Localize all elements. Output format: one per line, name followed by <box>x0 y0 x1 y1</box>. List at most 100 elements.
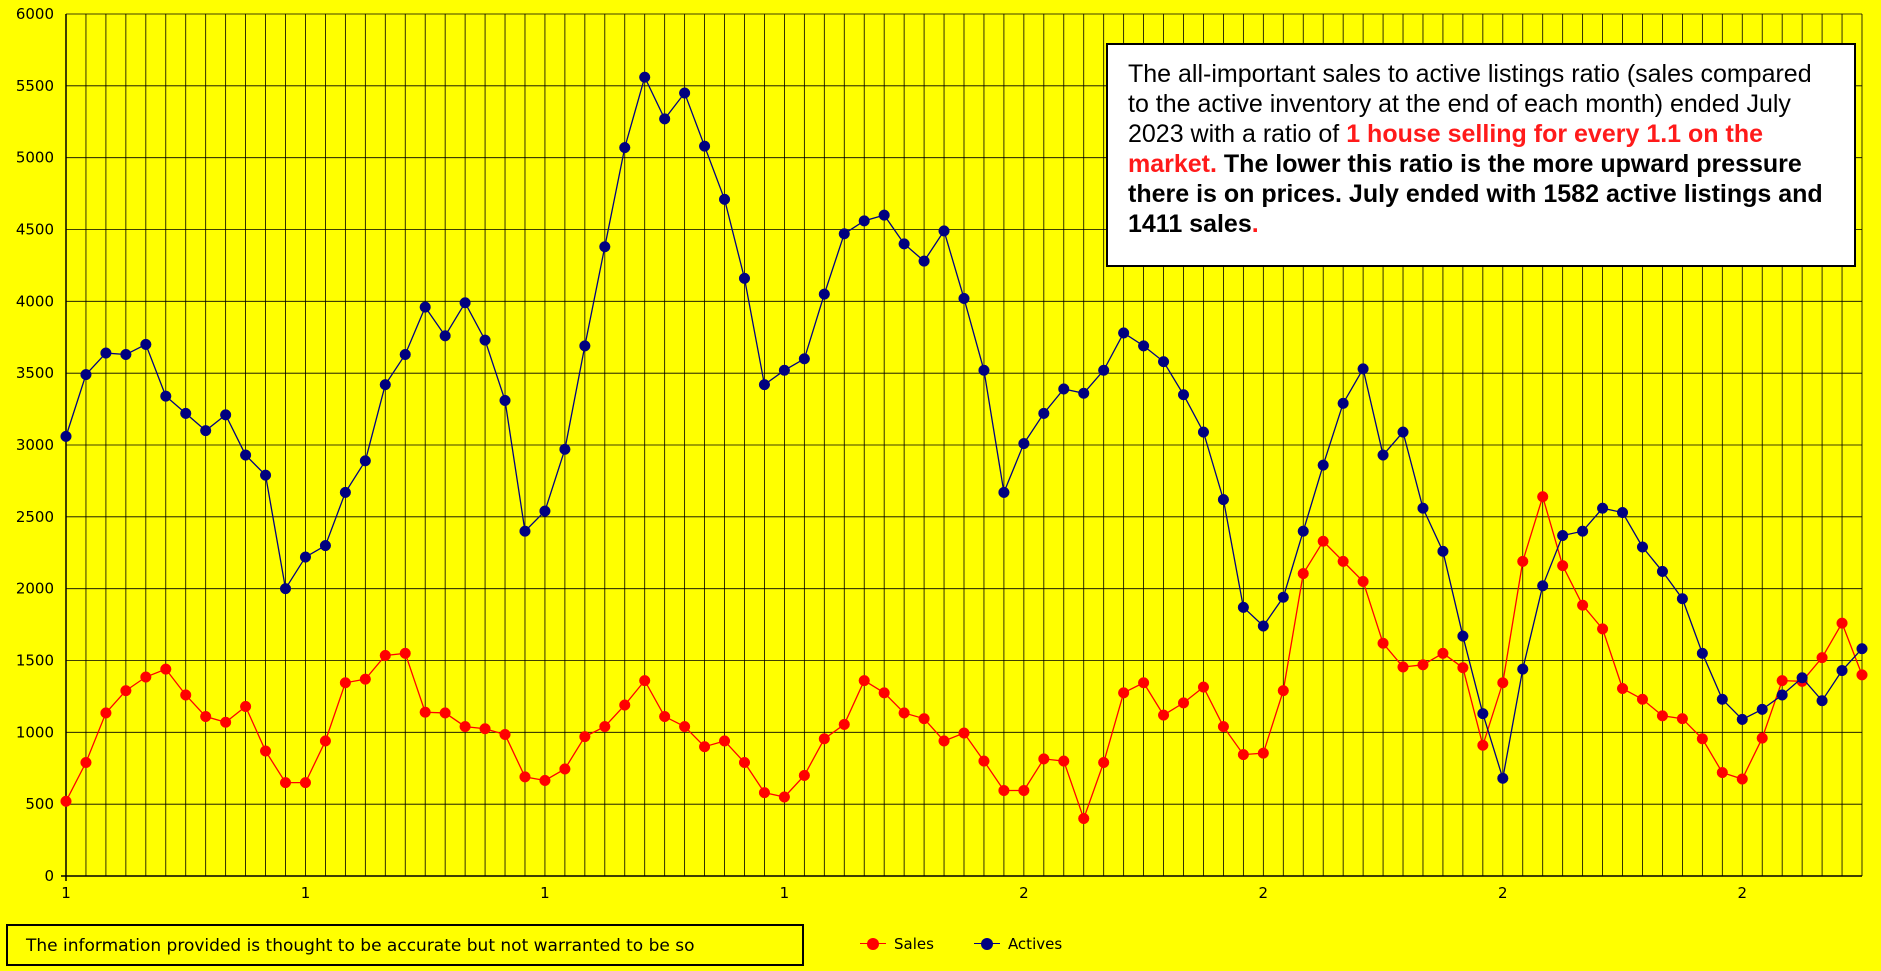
data-point-actives <box>1158 356 1170 368</box>
data-point-sales <box>1856 669 1868 681</box>
data-point-sales <box>838 718 850 730</box>
data-point-actives <box>699 140 711 152</box>
data-point-actives <box>120 348 132 361</box>
data-point-actives <box>479 334 491 346</box>
legend-item-sales: Sales <box>860 935 934 953</box>
data-point-sales <box>639 675 651 687</box>
data-point-actives <box>299 551 312 563</box>
x-tick-label: 2 <box>1019 884 1029 902</box>
data-point-actives <box>1058 383 1070 395</box>
data-point-actives <box>878 209 890 221</box>
y-tick-label: 2000 <box>16 580 54 598</box>
data-point-sales <box>479 723 491 735</box>
data-point-actives <box>439 330 451 342</box>
data-point-sales <box>1736 773 1748 785</box>
data-point-actives <box>559 443 571 455</box>
data-point-actives <box>1577 525 1589 537</box>
data-point-sales <box>339 677 351 689</box>
data-point-sales <box>1138 677 1150 689</box>
data-point-sales <box>299 777 312 789</box>
data-point-sales <box>1018 784 1030 797</box>
data-point-sales <box>1058 755 1070 767</box>
data-point-sales <box>619 699 631 711</box>
data-point-actives <box>738 272 751 284</box>
data-point-sales <box>359 673 371 685</box>
data-point-actives <box>1736 713 1748 725</box>
data-point-sales <box>419 706 431 718</box>
disclaimer-box: The information provided is thought to b… <box>6 924 804 966</box>
data-point-sales <box>918 713 930 725</box>
data-point-sales <box>319 735 331 747</box>
data-point-sales <box>1477 739 1489 751</box>
data-point-sales <box>738 756 751 769</box>
data-point-actives <box>160 390 172 402</box>
data-point-sales <box>1237 749 1249 761</box>
data-point-sales <box>279 777 292 789</box>
series-sales <box>60 491 1868 825</box>
data-point-actives <box>100 347 112 359</box>
data-point-actives <box>279 583 292 595</box>
data-point-actives <box>1098 364 1110 376</box>
annotation-text-intro: The all-important sales to active listin… <box>1128 60 1812 148</box>
data-point-actives <box>1038 407 1050 419</box>
data-point-sales <box>1517 555 1529 567</box>
data-point-sales <box>1158 709 1170 721</box>
data-point-actives <box>1557 529 1569 542</box>
annotation-text-ratio: 1 house selling for every 1.1 on the mar… <box>1128 120 1763 178</box>
data-point-actives <box>1078 387 1090 399</box>
data-point-sales <box>1317 535 1329 547</box>
data-point-sales <box>1377 637 1389 649</box>
data-point-sales <box>599 721 611 733</box>
data-point-sales <box>559 763 571 775</box>
data-point-sales <box>1776 675 1788 687</box>
data-point-actives <box>1337 397 1349 409</box>
data-point-sales <box>1177 697 1190 709</box>
data-point-actives <box>80 369 92 381</box>
data-point-actives <box>758 379 770 391</box>
data-point-sales <box>1457 662 1469 674</box>
data-point-actives <box>1257 620 1269 632</box>
data-point-actives <box>1118 327 1130 339</box>
data-point-sales <box>260 745 272 757</box>
data-point-actives <box>599 241 611 253</box>
y-tick-label: 1500 <box>16 652 54 670</box>
data-point-actives <box>459 297 471 309</box>
legend-item-actives: Actives <box>973 935 1062 953</box>
y-tick-label: 4500 <box>16 221 54 239</box>
data-point-actives <box>339 486 351 498</box>
x-tick-label: 1 <box>780 884 790 902</box>
data-point-actives <box>1497 772 1509 784</box>
data-point-sales <box>818 733 830 745</box>
data-point-actives <box>1437 545 1449 557</box>
y-tick-label: 500 <box>25 795 54 813</box>
data-point-sales <box>379 649 391 662</box>
ratio-annotation-box: The all-important sales to active listin… <box>1106 43 1856 267</box>
data-point-sales <box>878 687 890 699</box>
data-point-sales <box>459 721 471 733</box>
x-tick-label: 2 <box>1259 884 1269 902</box>
data-point-sales <box>978 755 990 767</box>
data-point-actives <box>1597 502 1609 514</box>
data-point-sales <box>1656 710 1668 722</box>
data-point-actives <box>1377 449 1389 461</box>
data-point-sales <box>579 731 591 743</box>
data-point-sales <box>160 663 172 675</box>
data-point-actives <box>260 469 272 481</box>
data-point-sales <box>200 710 212 723</box>
data-point-sales <box>858 675 870 687</box>
data-point-actives <box>579 340 591 352</box>
data-point-actives <box>539 505 551 517</box>
disclaimer-text: The information provided is thought to b… <box>26 936 695 956</box>
series-actives <box>60 71 1868 784</box>
data-point-sales <box>1716 767 1728 779</box>
data-point-sales <box>539 774 551 787</box>
data-point-actives <box>1237 601 1249 613</box>
data-point-sales <box>1497 677 1509 689</box>
data-point-actives <box>1676 593 1688 605</box>
data-point-sales <box>80 756 92 769</box>
data-point-actives <box>1197 426 1210 438</box>
data-point-sales <box>1118 687 1130 699</box>
x-tick-label: 1 <box>301 884 311 902</box>
data-point-actives <box>978 364 990 376</box>
